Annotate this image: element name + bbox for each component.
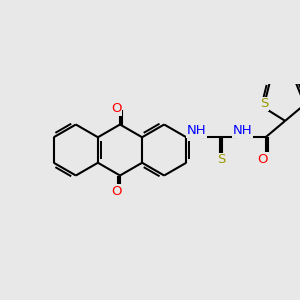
- Text: O: O: [111, 102, 121, 115]
- Text: O: O: [258, 153, 268, 166]
- Text: NH: NH: [233, 124, 253, 137]
- Text: S: S: [260, 97, 269, 110]
- Text: NH: NH: [187, 124, 207, 137]
- Text: S: S: [217, 153, 226, 166]
- Text: O: O: [111, 185, 121, 198]
